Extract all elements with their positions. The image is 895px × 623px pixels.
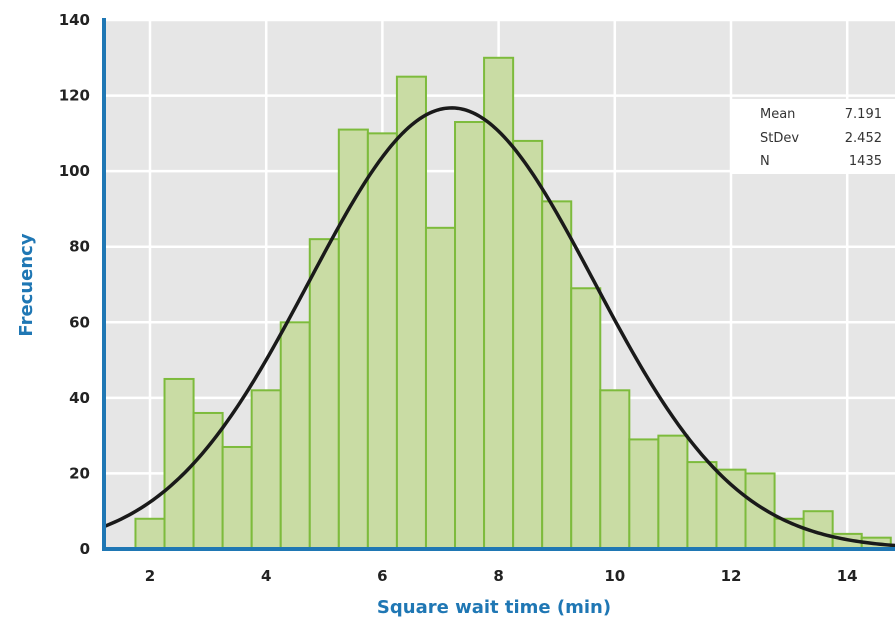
- x-tick-label: 2: [145, 567, 155, 585]
- stats-n-value: 1435: [849, 154, 882, 169]
- x-tick-label: 4: [261, 567, 271, 585]
- histogram-bar: [366, 132, 398, 550]
- histogram-bar: [628, 438, 660, 550]
- x-tick-label: 10: [604, 567, 625, 585]
- histogram-bar: [192, 411, 224, 550]
- stats-n-label: N: [760, 154, 770, 169]
- x-tick-label: 12: [721, 567, 742, 585]
- stats-mean-label: Mean: [760, 107, 795, 122]
- y-tick-label: 140: [59, 11, 90, 29]
- histogram-bar: [221, 445, 253, 551]
- stats-stdev-value: 2.452: [845, 131, 882, 146]
- histogram-bar: [134, 517, 166, 550]
- y-tick-labels: 0 20 40 60 80 100 120 140: [59, 11, 90, 558]
- histogram-bar: [570, 287, 602, 550]
- y-tick-label: 0: [80, 540, 90, 558]
- stats-box: Mean 7.191 StDev 2.452 N 1435: [731, 99, 895, 174]
- histogram-bar: [395, 75, 427, 551]
- histogram-bar: [599, 389, 631, 550]
- y-tick-label: 60: [69, 313, 90, 331]
- histogram-bar: [454, 121, 486, 551]
- y-tick-label: 120: [59, 87, 90, 105]
- y-tick-label: 100: [59, 162, 90, 180]
- x-axis-title: Square wait time (min): [377, 597, 611, 618]
- y-axis-title: Frecuency: [16, 233, 37, 336]
- histogram-bar: [250, 389, 282, 550]
- x-tick-label: 8: [493, 567, 503, 585]
- x-tick-label: 6: [377, 567, 387, 585]
- x-tick-labels: 2 4 6 8 10 12 14: [145, 567, 858, 585]
- y-tick-label: 40: [69, 389, 90, 407]
- histogram-bar: [337, 128, 369, 550]
- x-tick-label: 14: [837, 567, 858, 585]
- stats-box-background: [731, 99, 895, 174]
- stats-mean-value: 7.191: [845, 107, 882, 122]
- histogram-bar: [424, 226, 457, 550]
- y-tick-label: 80: [69, 238, 90, 256]
- histogram-bar: [715, 468, 747, 550]
- histogram-bar: [308, 238, 340, 551]
- histogram-bar: [686, 461, 718, 551]
- y-tick-label: 20: [69, 464, 90, 482]
- histogram-bar: [512, 139, 544, 551]
- histogram-bar: [657, 434, 689, 550]
- normal-fit-curve: [102, 106, 895, 548]
- histogram-bar: [279, 321, 311, 550]
- histogram-bar: [163, 377, 195, 551]
- histogram-bar: [541, 200, 573, 550]
- stats-stdev-label: StDev: [760, 131, 799, 146]
